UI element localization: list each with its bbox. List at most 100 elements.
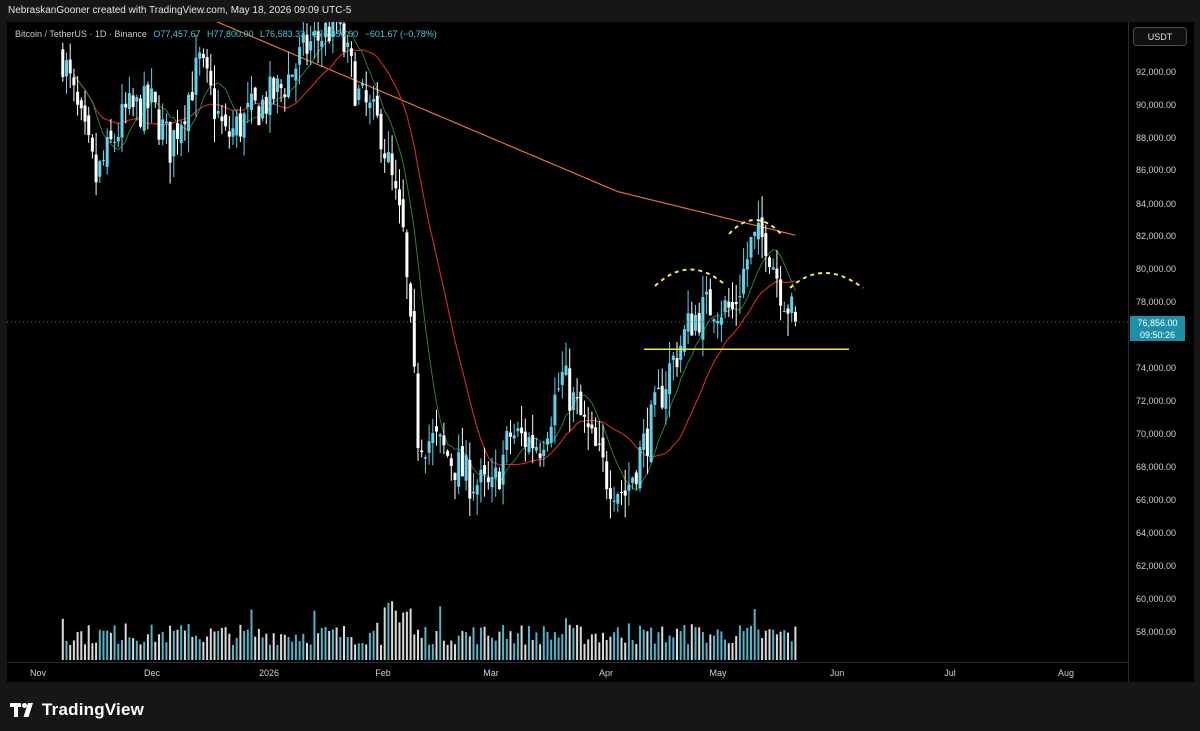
legend-low: L76,583.33 — [260, 29, 306, 39]
candle-body — [309, 41, 313, 51]
candle-body — [645, 428, 649, 456]
legend-symbol[interactable]: Bitcoin / TetherUS · 1D · Binance — [15, 29, 147, 39]
candle-body — [394, 181, 398, 189]
volume-bar — [565, 618, 567, 660]
volume-bar — [213, 631, 216, 660]
volume-bar — [646, 631, 649, 660]
currency-button[interactable]: USDT — [1133, 27, 1187, 46]
chart-pane[interactable] — [7, 22, 1128, 662]
candle-body — [298, 47, 302, 65]
candle-body — [127, 93, 131, 109]
candle-body — [198, 52, 202, 59]
volume-bar — [72, 640, 75, 660]
volume-bar — [664, 642, 667, 660]
candle-body — [782, 311, 786, 312]
candle-body — [342, 23, 346, 52]
candle-body — [131, 95, 135, 108]
candle-body — [475, 485, 479, 495]
volume-bar — [561, 634, 564, 660]
volume-bar — [535, 632, 538, 660]
volume-bar — [476, 644, 479, 660]
volume-bar — [642, 629, 645, 660]
volume-bar — [380, 644, 382, 660]
tradingview-logo[interactable]: TradingView — [10, 700, 144, 720]
volume-bar — [498, 631, 501, 660]
candle-body — [427, 441, 431, 453]
candle-body — [760, 217, 764, 237]
ma-fast-line — [73, 28, 796, 492]
chart-canvas[interactable] — [7, 22, 1128, 662]
price-label: 68,000.00 — [1136, 462, 1177, 472]
volume-bar — [239, 624, 242, 660]
candle-body — [83, 105, 87, 122]
volume-bar — [487, 635, 490, 660]
candle-body — [349, 48, 353, 56]
candle-body — [142, 86, 146, 131]
top-bar: NebraskanGooner created with TradingView… — [0, 0, 1200, 22]
volume-bar — [80, 631, 83, 660]
candle-body — [568, 368, 572, 411]
volume-bar — [139, 644, 142, 660]
candle-body — [423, 457, 427, 459]
volume-bar — [520, 625, 523, 660]
volume-bar — [220, 627, 223, 660]
candle-body — [675, 358, 679, 368]
candle-body — [327, 26, 331, 42]
candle-body — [346, 42, 350, 47]
candle-body — [201, 53, 205, 58]
candle-body — [287, 74, 290, 97]
volume-bar — [753, 609, 756, 660]
volume-bar — [502, 625, 505, 660]
volume-bar — [102, 630, 105, 660]
volume-bar — [457, 635, 460, 660]
time-axis[interactable]: Nov Dec 2026 Feb Mar Apr May Jun Jul Aug — [7, 662, 1128, 683]
price-label: 90,000.00 — [1136, 100, 1177, 110]
volume-bar — [442, 640, 445, 660]
ma-slow-line — [215, 22, 796, 236]
volume-bar — [524, 644, 527, 660]
candle-body — [649, 404, 653, 463]
volume-bar — [768, 629, 771, 660]
candle-body — [357, 88, 361, 100]
volume-bar — [454, 644, 456, 660]
candle-body — [534, 447, 538, 451]
candle-body — [671, 355, 675, 361]
candle-body — [749, 237, 753, 258]
candle-body — [150, 88, 154, 103]
volume-bar — [283, 634, 286, 660]
volume-bar — [787, 632, 789, 660]
volume-bar — [579, 626, 582, 660]
candle-body — [305, 34, 309, 54]
candle-body — [668, 363, 672, 395]
volume-bar — [735, 636, 738, 660]
candle-body — [660, 385, 664, 408]
price-label: 72,000.00 — [1136, 396, 1177, 406]
volume-bar — [461, 630, 464, 660]
volume-bar — [491, 637, 493, 660]
volume-bar — [450, 640, 453, 660]
volume-bar — [661, 626, 664, 660]
candle-body — [294, 68, 298, 81]
candle-body — [312, 31, 316, 36]
candle-body — [257, 106, 261, 126]
candle-body — [734, 302, 738, 305]
candle-body — [731, 302, 734, 310]
candle-body — [135, 97, 139, 102]
volume-bar — [528, 625, 530, 660]
candle-body — [512, 435, 516, 439]
volume-bar — [513, 643, 516, 660]
candle-body — [464, 455, 468, 481]
price-axis[interactable] — [1128, 22, 1194, 682]
volume-bar — [446, 644, 449, 660]
volume-bar — [357, 643, 360, 660]
candle-body — [227, 131, 231, 137]
candle-body — [686, 313, 690, 332]
volume-bar — [746, 627, 749, 660]
candle-body — [187, 94, 191, 132]
volume-bar — [343, 626, 345, 660]
candle-body — [793, 311, 797, 322]
candle-body — [216, 111, 220, 114]
price-label: 80,000.00 — [1136, 264, 1177, 274]
volume-bar — [76, 631, 79, 660]
candle-body — [653, 392, 657, 405]
